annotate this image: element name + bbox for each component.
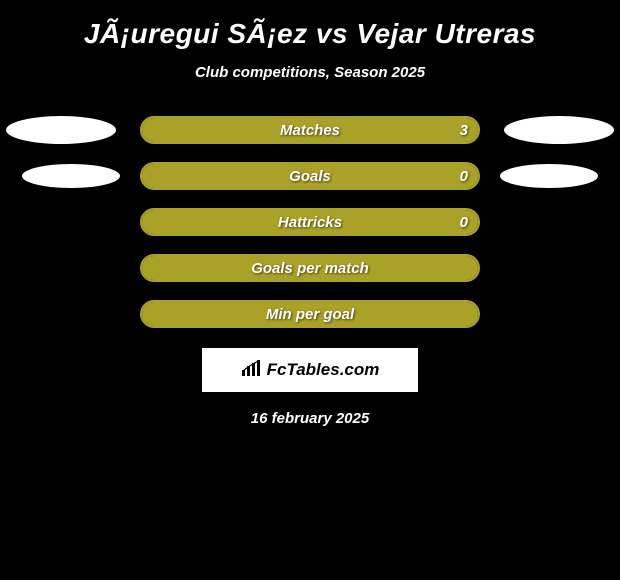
date-label: 16 february 2025 xyxy=(0,410,620,427)
page-subtitle: Club competitions, Season 2025 xyxy=(0,64,620,81)
stat-bar: Matches 3 xyxy=(140,116,480,144)
left-ellipse xyxy=(6,116,116,144)
stat-bar: Goals per match xyxy=(140,254,480,282)
logo-chart-icon xyxy=(241,359,263,382)
left-ellipse xyxy=(22,164,120,188)
stat-label: Matches xyxy=(280,122,340,139)
logo-box: FcTables.com xyxy=(202,348,418,392)
stat-row: Hattricks 0 xyxy=(0,208,620,236)
comparison-rows: Matches 3 Goals 0 Hattricks 0 Goals per match M… xyxy=(0,116,620,328)
stat-label: Min per goal xyxy=(266,306,354,323)
stat-value: 0 xyxy=(460,214,468,231)
stat-row: Min per goal xyxy=(0,300,620,328)
stat-row: Goals per match xyxy=(0,254,620,282)
stat-row: Matches 3 xyxy=(0,116,620,144)
stat-label: Goals xyxy=(289,168,331,185)
logo-text: FcTables.com xyxy=(267,360,380,380)
stat-bar: Goals 0 xyxy=(140,162,480,190)
stat-row: Goals 0 xyxy=(0,162,620,190)
stat-bar: Min per goal xyxy=(140,300,480,328)
stat-label: Hattricks xyxy=(278,214,342,231)
page-title: JÃ¡uregui SÃ¡ez vs Vejar Utreras xyxy=(0,0,620,50)
stat-value: 3 xyxy=(460,122,468,139)
stat-label: Goals per match xyxy=(251,260,369,277)
right-ellipse xyxy=(504,116,614,144)
right-ellipse xyxy=(500,164,598,188)
stat-value: 0 xyxy=(460,168,468,185)
stat-bar: Hattricks 0 xyxy=(140,208,480,236)
